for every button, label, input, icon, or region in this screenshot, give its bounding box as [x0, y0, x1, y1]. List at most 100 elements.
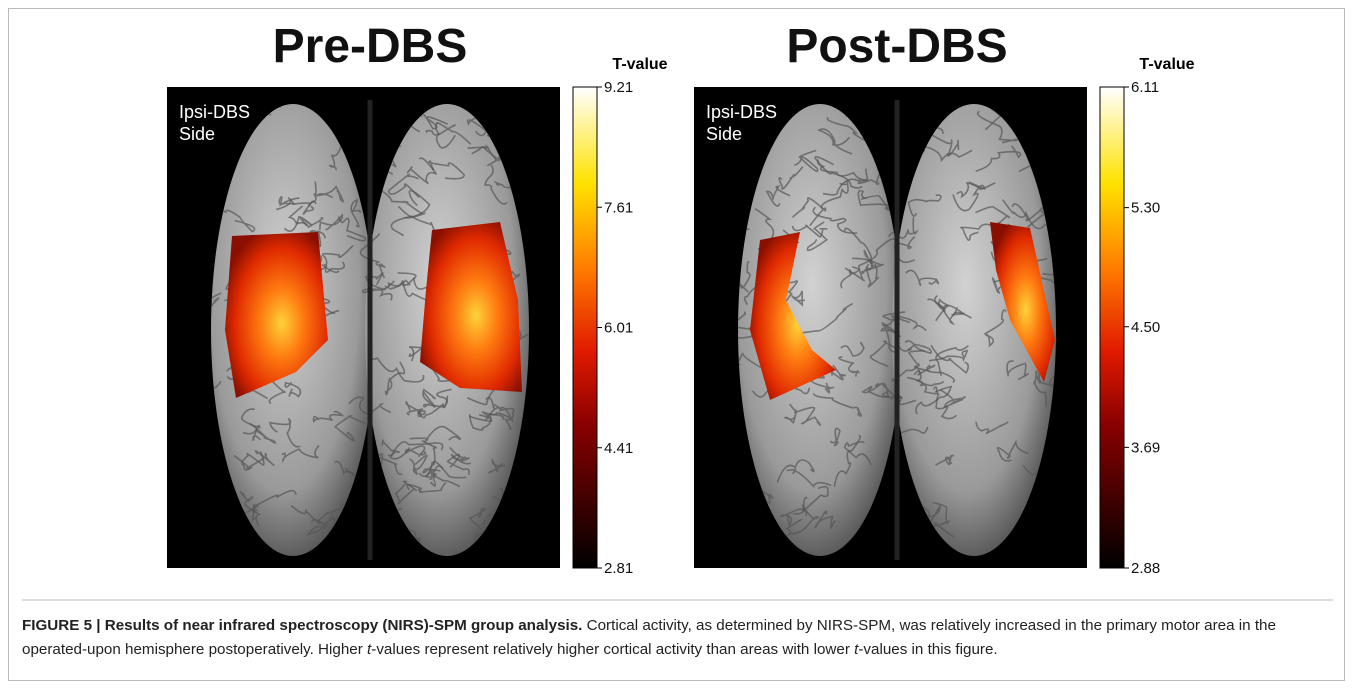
caption-run: FIGURE 5 | Results of near infrared spec… — [22, 617, 583, 634]
sulcus — [822, 168, 869, 196]
tick-label: 6.01 — [604, 320, 633, 337]
sulcus — [882, 392, 917, 406]
sulcus — [1038, 368, 1056, 389]
sulcus — [778, 166, 804, 190]
side-label: Side — [706, 124, 742, 144]
sulcus — [319, 213, 344, 231]
sulcus — [935, 298, 950, 322]
colorbar-title: T-value — [612, 56, 667, 73]
sulcus — [405, 401, 424, 418]
sulcus — [738, 352, 762, 370]
sulcus — [935, 454, 954, 466]
sulcus — [806, 221, 829, 252]
sulcus — [975, 421, 1009, 435]
sulcus — [927, 298, 965, 317]
sulcus — [320, 244, 354, 274]
side-label: Side — [179, 124, 215, 144]
sulcus — [844, 238, 897, 282]
sulcus — [471, 145, 498, 167]
sulcus — [406, 481, 447, 494]
side-label: Ipsi-DBS — [706, 102, 777, 122]
sulcus — [861, 382, 889, 398]
sulcus — [915, 385, 953, 415]
sulcus — [857, 189, 899, 207]
sulcus — [1006, 360, 1030, 381]
sulcus — [488, 457, 506, 474]
sulcus — [287, 205, 324, 229]
panel-title: Post-DBS — [786, 20, 1007, 73]
sulcus — [394, 480, 418, 505]
sulcus — [278, 196, 300, 207]
sulcus — [390, 215, 436, 237]
sulcus — [435, 121, 472, 145]
sulcus — [880, 322, 899, 354]
sulcus — [302, 181, 317, 215]
sulcus — [389, 441, 444, 460]
sulcus — [409, 425, 461, 443]
sulcus — [952, 181, 986, 212]
sulcus — [840, 341, 865, 357]
sulcus — [976, 110, 1019, 144]
sulcus — [387, 173, 420, 199]
sulcus — [820, 180, 849, 210]
sulcus — [348, 396, 392, 415]
sulcus — [241, 450, 265, 471]
side-label: Ipsi-DBS — [179, 102, 250, 122]
caption-run: -values represent relatively higher cort… — [371, 641, 855, 658]
sulcus — [211, 380, 222, 403]
sulcus — [956, 182, 996, 199]
caption-run: -values in this figure. — [858, 641, 998, 658]
sulcus — [840, 266, 860, 289]
sulcus — [791, 290, 806, 307]
sulcus — [801, 485, 829, 512]
figure-frame — [8, 8, 1345, 681]
sulcus — [429, 473, 461, 488]
sulcus — [478, 396, 502, 420]
sulcus — [423, 388, 452, 408]
sulcus — [334, 414, 371, 442]
sulcus — [368, 349, 425, 383]
caption-run: t — [854, 641, 859, 658]
sulcus — [783, 403, 797, 425]
activation — [990, 222, 1055, 382]
sulcus — [794, 406, 821, 426]
sulcus — [379, 188, 427, 219]
sulcus — [780, 508, 808, 527]
tick-label: 4.50 — [1131, 319, 1160, 336]
sulcus — [1033, 370, 1048, 407]
sulcus — [814, 156, 863, 189]
sulcus — [940, 389, 966, 409]
colorbar — [572, 86, 598, 569]
panel-title: Pre-DBS — [273, 20, 468, 73]
sulcus — [812, 206, 858, 234]
sulcus — [869, 340, 913, 368]
colorbar — [1099, 86, 1125, 569]
sulcus — [240, 408, 262, 441]
sulcus — [738, 260, 751, 293]
sulcus — [469, 411, 511, 422]
sulcus — [776, 459, 815, 483]
tick-label: 2.81 — [604, 560, 633, 577]
activation — [750, 232, 836, 400]
sulcus — [428, 160, 465, 180]
sulcus — [932, 501, 955, 538]
sulcus — [314, 185, 344, 203]
tick-label: 2.88 — [1131, 560, 1160, 577]
sulcus — [933, 295, 972, 326]
sulcus — [861, 249, 884, 275]
sulcus — [404, 445, 427, 458]
sulcus — [935, 345, 969, 384]
sulcus — [362, 280, 395, 301]
sulcus — [418, 439, 438, 478]
sulcus — [350, 198, 362, 228]
tick-label: 6.11 — [1131, 79, 1159, 96]
sulcus — [814, 510, 837, 530]
sulcus — [838, 355, 860, 377]
sulcus — [904, 340, 932, 355]
sulcus — [409, 454, 428, 475]
sulcus — [930, 345, 969, 374]
sulcus — [800, 552, 826, 556]
figure: Pre-DBSIpsi-DBSSideT-value9.217.616.014.… — [22, 20, 1333, 601]
colorbar-title: T-value — [1139, 56, 1194, 73]
